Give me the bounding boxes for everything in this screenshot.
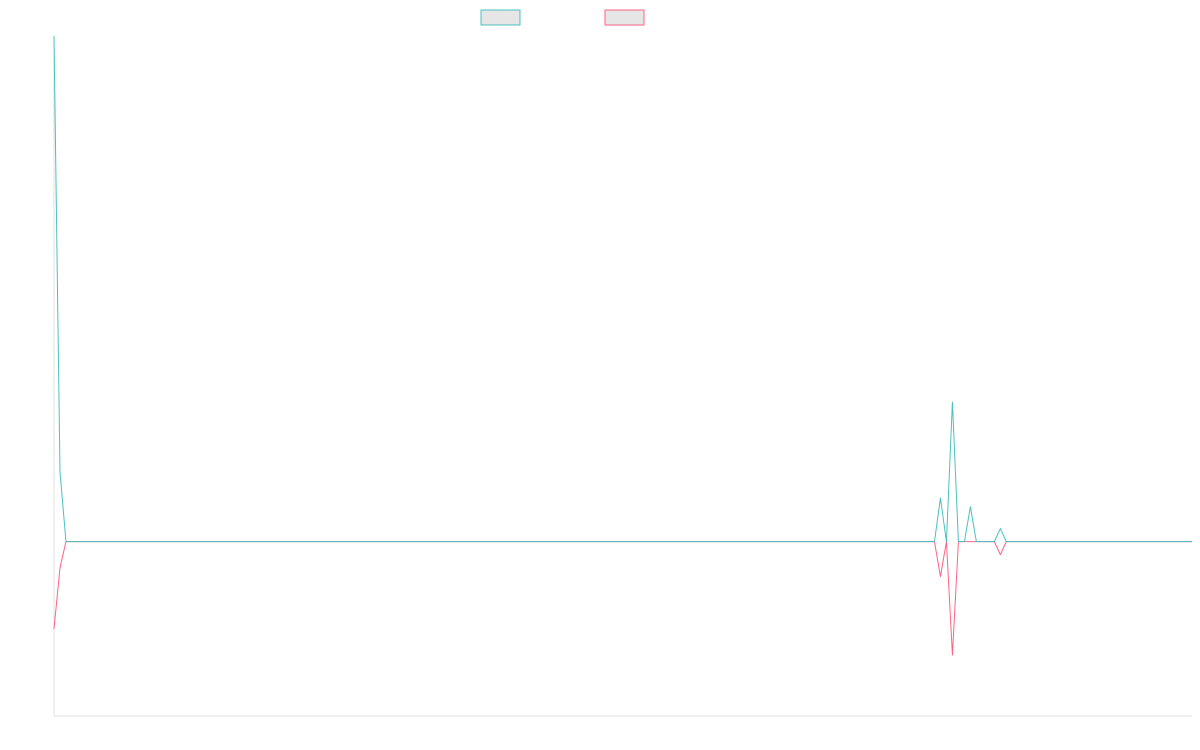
series-line-2 <box>53 541 1192 656</box>
series-line-1 <box>53 35 1192 543</box>
plot-area <box>53 35 1192 656</box>
axes <box>53 36 1192 717</box>
legend-swatch-series-1[interactable] <box>480 9 521 26</box>
legend-swatch-series-2[interactable] <box>604 9 645 26</box>
legend[interactable] <box>480 9 645 26</box>
